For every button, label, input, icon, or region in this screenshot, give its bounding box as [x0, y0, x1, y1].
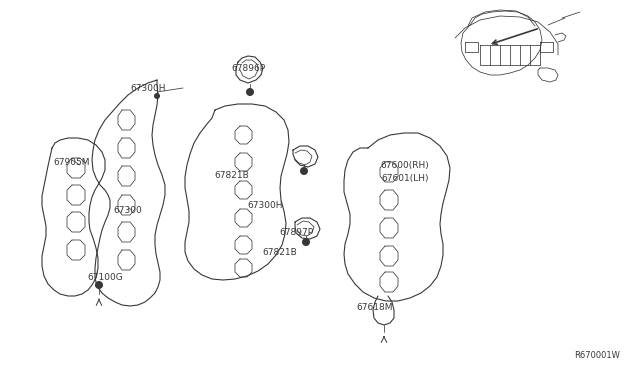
Text: 67821B: 67821B [214, 170, 250, 180]
Text: 67601(LH): 67601(LH) [381, 173, 429, 183]
Text: 67905M: 67905M [54, 157, 90, 167]
Circle shape [301, 167, 307, 174]
Text: 67600(RH): 67600(RH) [381, 160, 429, 170]
Text: 67896P: 67896P [231, 64, 265, 73]
Circle shape [303, 238, 310, 246]
Circle shape [154, 93, 159, 99]
Text: 67100G: 67100G [87, 273, 123, 282]
Circle shape [246, 89, 253, 96]
Text: 67897P: 67897P [279, 228, 313, 237]
Text: 67300: 67300 [114, 205, 142, 215]
Text: 67300H: 67300H [247, 201, 283, 209]
Text: 67300H: 67300H [131, 83, 166, 93]
Circle shape [95, 282, 102, 289]
Text: 67821B: 67821B [262, 247, 298, 257]
Text: 67618M: 67618M [356, 304, 393, 312]
Text: R670001W: R670001W [574, 350, 620, 359]
